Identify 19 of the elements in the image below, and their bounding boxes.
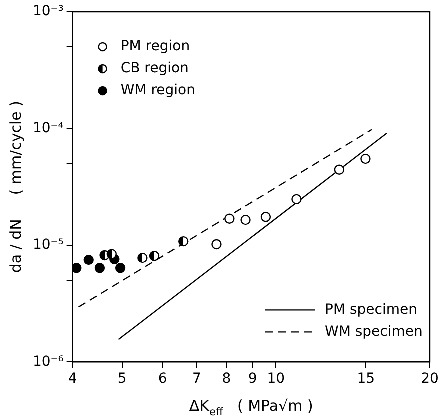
legend-label: WM region [120,82,196,99]
x-tick-label: 8 [222,371,232,388]
legend-label: CB region [120,60,189,77]
x-tick-label: 5 [118,371,127,388]
y-tick-label: 10⁻⁴ [32,120,64,136]
x-tick-label: 6 [158,371,168,388]
legend-label: PM specimen [325,302,418,318]
x-tick-label: 9 [248,371,258,388]
x-tick-label: 10 [267,371,286,388]
x-tick-label: 7 [192,371,202,388]
legend-label: PM region [120,38,190,55]
legend-label: WM specimen [325,324,423,340]
y-tick-label: 10⁻⁵ [32,237,64,254]
x-tick-label: 4 [68,371,78,388]
x-tick-label: 20 [421,371,439,388]
y-tick-label: 10⁻³ [32,4,64,20]
y-tick-label: 10⁻⁶ [32,354,64,370]
x-tick-label: 15 [357,371,376,388]
y-axis-title: da / dN ( mm/cycle ) [6,101,25,274]
